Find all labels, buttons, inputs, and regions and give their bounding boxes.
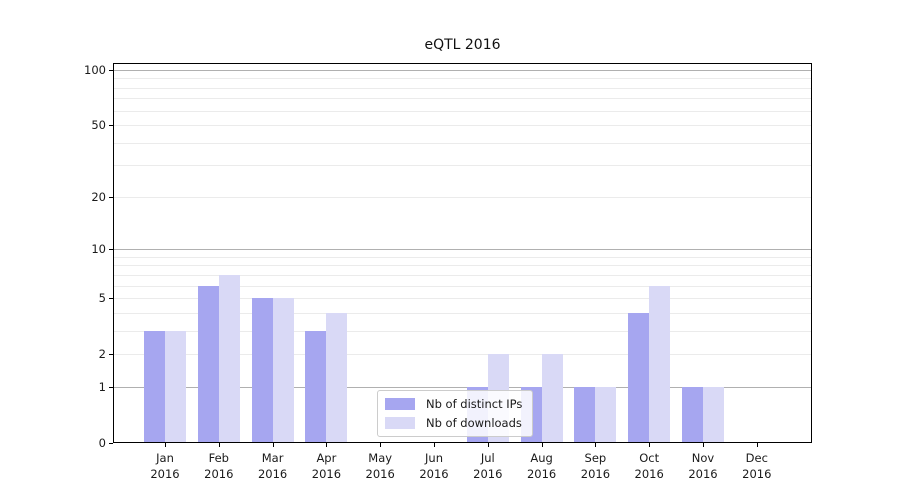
bar-oct-distinct-ips <box>628 312 650 443</box>
x-tick-label-jan: Jan 2016 <box>150 451 180 481</box>
minor-gridline <box>113 285 812 287</box>
y-tick-mark <box>109 298 113 300</box>
bar-feb-distinct-ips <box>197 285 219 443</box>
bar-jan-downloads <box>165 330 186 443</box>
bar-nov-downloads <box>703 386 724 443</box>
y-tick-mark <box>109 249 113 251</box>
y-tick-mark <box>109 196 113 198</box>
plot-area: Nb of distinct IPs Nb of downloads <box>113 63 812 443</box>
minor-gridline <box>113 196 812 198</box>
x-tick-label-apr: Apr 2016 <box>311 451 342 481</box>
bar-jan-distinct-ips <box>144 330 165 443</box>
y-tick-mark <box>109 386 113 388</box>
x-tick-label-nov: Nov 2016 <box>688 451 718 481</box>
minor-gridline <box>113 110 812 112</box>
legend: Nb of distinct IPs Nb of downloads <box>377 390 534 437</box>
x-tick-mark <box>218 443 220 447</box>
bar-aug-downloads <box>541 354 563 443</box>
bar-mar-downloads <box>272 298 294 443</box>
x-tick-mark <box>380 443 382 447</box>
x-tick-label-sep: Sep 2016 <box>580 451 611 481</box>
minor-gridline <box>113 312 812 314</box>
bar-apr-distinct-ips <box>305 330 327 443</box>
legend-swatch-distinct-ips <box>385 398 415 410</box>
y-tick-mark <box>109 125 113 127</box>
minor-gridline <box>113 87 812 89</box>
minor-gridline <box>113 330 812 332</box>
x-tick-label-jun: Jun 2016 <box>419 451 449 481</box>
x-tick-mark <box>595 443 597 447</box>
bar-feb-downloads <box>218 274 240 443</box>
minor-gridline <box>113 265 812 267</box>
x-tick-label-feb: Feb 2016 <box>204 451 234 481</box>
legend-item-downloads: Nb of downloads <box>385 416 522 430</box>
y-tick-label: 20 <box>91 189 106 204</box>
minor-gridline <box>113 274 812 276</box>
x-tick-label-dec: Dec 2016 <box>742 451 772 481</box>
y-tick-label: 0 <box>98 436 106 450</box>
x-tick-label-jul: Jul 2016 <box>473 451 503 481</box>
minor-gridline <box>113 165 812 167</box>
bar-mar-distinct-ips <box>251 298 273 443</box>
x-tick-label-may: May 2016 <box>365 451 395 481</box>
minor-gridline <box>113 142 812 144</box>
major-gridline <box>113 386 812 388</box>
legend-label-downloads: Nb of downloads <box>426 416 522 430</box>
y-tick-label: 100 <box>84 62 106 77</box>
y-tick-mark <box>109 69 113 71</box>
x-tick-mark <box>541 443 543 447</box>
y-tick-label: 50 <box>91 118 106 133</box>
y-tick-label: 1 <box>98 379 106 394</box>
bar-nov-distinct-ips <box>682 386 703 443</box>
x-tick-mark <box>756 443 758 447</box>
bar-sep-distinct-ips <box>574 386 596 443</box>
x-tick-mark <box>487 443 489 447</box>
x-tick-label-mar: Mar 2016 <box>257 451 288 481</box>
x-tick-mark <box>326 443 328 447</box>
minor-gridline <box>113 298 812 300</box>
minor-gridline <box>113 256 812 258</box>
minor-gridline <box>113 354 812 356</box>
major-gridline <box>113 249 812 251</box>
y-tick-mark <box>109 354 113 356</box>
legend-swatch-downloads <box>385 417 415 429</box>
chart-title: eQTL 2016 <box>424 37 501 53</box>
x-tick-label-oct: Oct 2016 <box>634 451 664 481</box>
y-tick-label: 5 <box>98 291 106 306</box>
x-tick-mark <box>165 443 166 447</box>
y-tick-label: 10 <box>91 242 106 257</box>
minor-gridline <box>113 78 812 80</box>
bar-sep-downloads <box>595 386 617 443</box>
bar-apr-downloads <box>326 312 348 443</box>
x-tick-mark <box>434 443 435 447</box>
legend-item-distinct-ips: Nb of distinct IPs <box>385 397 522 411</box>
bar-oct-downloads <box>649 285 671 443</box>
legend-label-distinct-ips: Nb of distinct IPs <box>426 397 523 411</box>
y-tick-mark <box>109 443 113 444</box>
x-tick-label-aug: Aug 2016 <box>526 451 557 481</box>
y-tick-label: 2 <box>98 347 106 362</box>
minor-gridline <box>113 125 812 127</box>
x-tick-mark <box>703 443 704 447</box>
x-tick-mark <box>272 443 274 447</box>
minor-gridline <box>113 98 812 100</box>
major-gridline <box>113 69 812 71</box>
x-tick-mark <box>649 443 651 447</box>
